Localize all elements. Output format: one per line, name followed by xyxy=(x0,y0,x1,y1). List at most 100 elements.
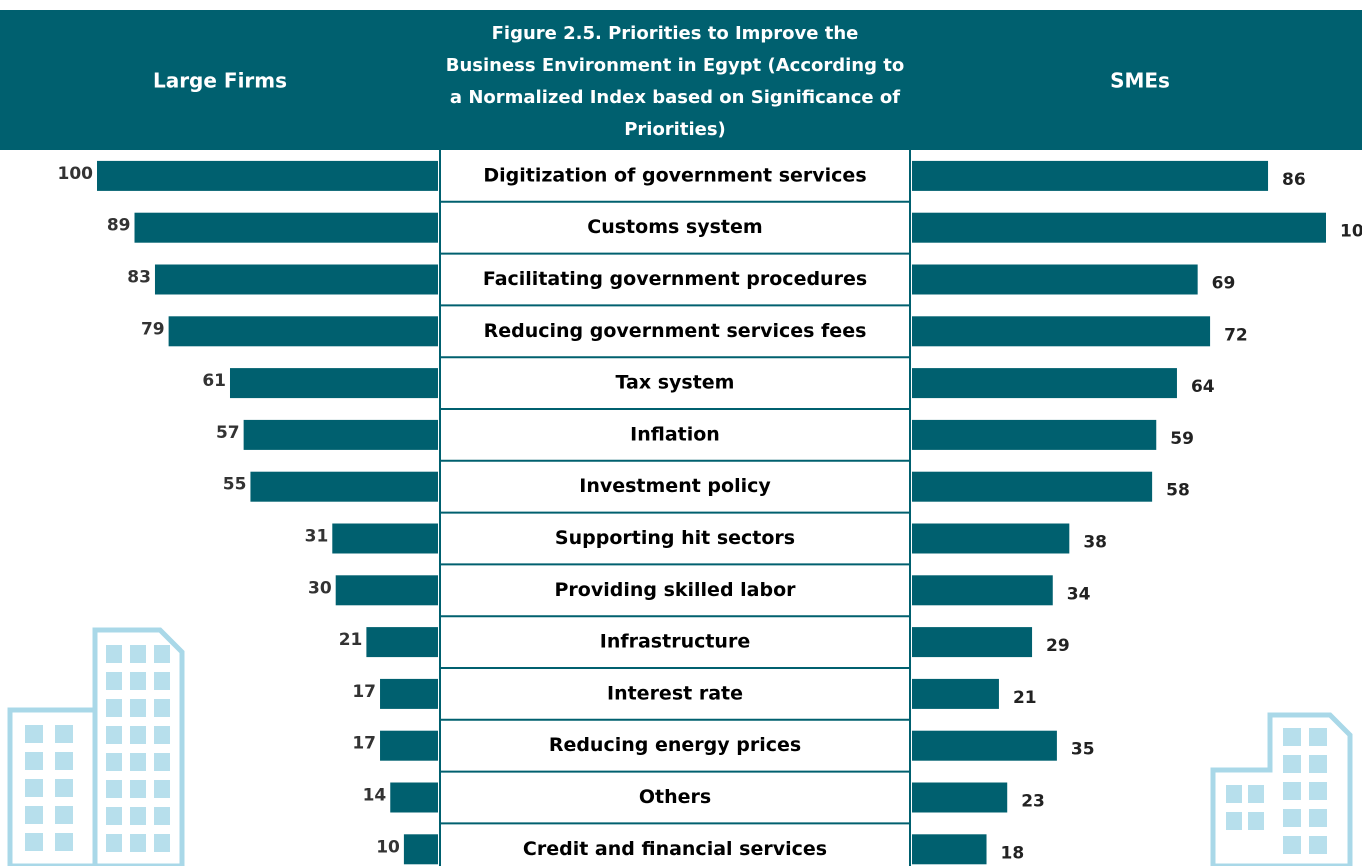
data-label: 17 xyxy=(352,682,376,702)
window xyxy=(1309,755,1327,773)
bar xyxy=(912,678,999,709)
data-label: 57 xyxy=(216,423,240,443)
window xyxy=(130,807,146,825)
category-label: Inflation xyxy=(630,423,720,445)
data-label: 34 xyxy=(1067,584,1091,604)
bar xyxy=(912,834,987,865)
window xyxy=(106,834,122,852)
window xyxy=(106,645,122,663)
header-band xyxy=(0,10,1362,150)
bar xyxy=(390,782,438,813)
data-label: 30 xyxy=(308,578,332,598)
category-label: Tax system xyxy=(616,372,735,394)
window xyxy=(1283,782,1301,800)
bar xyxy=(243,419,438,450)
data-label: 18 xyxy=(1001,843,1025,863)
window xyxy=(1283,755,1301,773)
window xyxy=(55,806,73,824)
category-label: Supporting hit sectors xyxy=(555,527,795,549)
window xyxy=(106,780,122,798)
window xyxy=(130,753,146,771)
data-label: 89 xyxy=(107,216,131,236)
data-label: 83 xyxy=(127,268,151,288)
window xyxy=(106,753,122,771)
building-windows xyxy=(25,645,1327,854)
chart-title: Figure 2.5. Priorities to Improve the Bu… xyxy=(445,23,905,140)
data-label: 72 xyxy=(1224,325,1248,345)
bar xyxy=(332,523,438,554)
bar xyxy=(229,368,438,399)
window xyxy=(1283,836,1301,854)
bar xyxy=(912,264,1198,295)
bar xyxy=(912,471,1153,502)
category-label: Infrastructure xyxy=(600,631,750,653)
data-label: 21 xyxy=(1013,688,1037,708)
bar xyxy=(912,160,1269,191)
legend-left: Large Firms xyxy=(153,69,287,93)
bar xyxy=(380,730,438,761)
window xyxy=(25,779,43,797)
data-label: 59 xyxy=(1170,429,1194,449)
data-label: 10 xyxy=(376,837,400,857)
category-label: Others xyxy=(639,786,711,808)
window xyxy=(1283,728,1301,746)
data-label: 61 xyxy=(202,371,226,391)
data-label: 79 xyxy=(141,319,165,339)
window xyxy=(154,780,170,798)
window xyxy=(130,699,146,717)
window xyxy=(106,726,122,744)
window xyxy=(106,807,122,825)
building-icons xyxy=(7,627,1353,866)
data-label: 35 xyxy=(1071,740,1095,760)
window xyxy=(106,672,122,690)
data-label: 86 xyxy=(1282,170,1306,190)
bar xyxy=(912,419,1157,450)
window xyxy=(1309,809,1327,827)
window xyxy=(25,752,43,770)
data-label: 69 xyxy=(1212,274,1236,294)
bar xyxy=(912,782,1008,813)
window xyxy=(154,672,170,690)
window xyxy=(1248,812,1264,830)
category-label: Interest rate xyxy=(607,682,743,704)
window xyxy=(55,833,73,851)
window xyxy=(1309,836,1327,854)
data-label: 100 xyxy=(58,164,94,184)
bar xyxy=(912,212,1326,243)
bar xyxy=(912,730,1057,761)
window xyxy=(1309,728,1327,746)
window xyxy=(1226,812,1242,830)
window xyxy=(25,833,43,851)
data-label: 100 xyxy=(1340,222,1362,242)
bar xyxy=(912,627,1033,658)
bar xyxy=(912,575,1053,606)
category-label: Customs system xyxy=(587,216,762,238)
window xyxy=(1248,785,1264,803)
window xyxy=(55,779,73,797)
bar xyxy=(154,264,438,295)
category-label: Investment policy xyxy=(579,475,771,497)
bar xyxy=(912,523,1070,554)
bar xyxy=(250,471,438,502)
window xyxy=(154,753,170,771)
window xyxy=(130,645,146,663)
window xyxy=(1309,782,1327,800)
window xyxy=(1283,809,1301,827)
category-label: Reducing government services fees xyxy=(484,320,867,342)
data-label: 21 xyxy=(339,630,363,650)
data-label: 64 xyxy=(1191,377,1215,397)
data-label: 58 xyxy=(1166,481,1190,501)
window xyxy=(130,672,146,690)
bar xyxy=(134,212,438,243)
window xyxy=(55,752,73,770)
category-label: Credit and financial services xyxy=(523,838,827,860)
bar xyxy=(97,160,438,191)
window xyxy=(154,726,170,744)
window xyxy=(130,780,146,798)
bar xyxy=(168,316,439,347)
window xyxy=(154,834,170,852)
data-label: 17 xyxy=(352,734,376,754)
window xyxy=(130,726,146,744)
window xyxy=(25,725,43,743)
